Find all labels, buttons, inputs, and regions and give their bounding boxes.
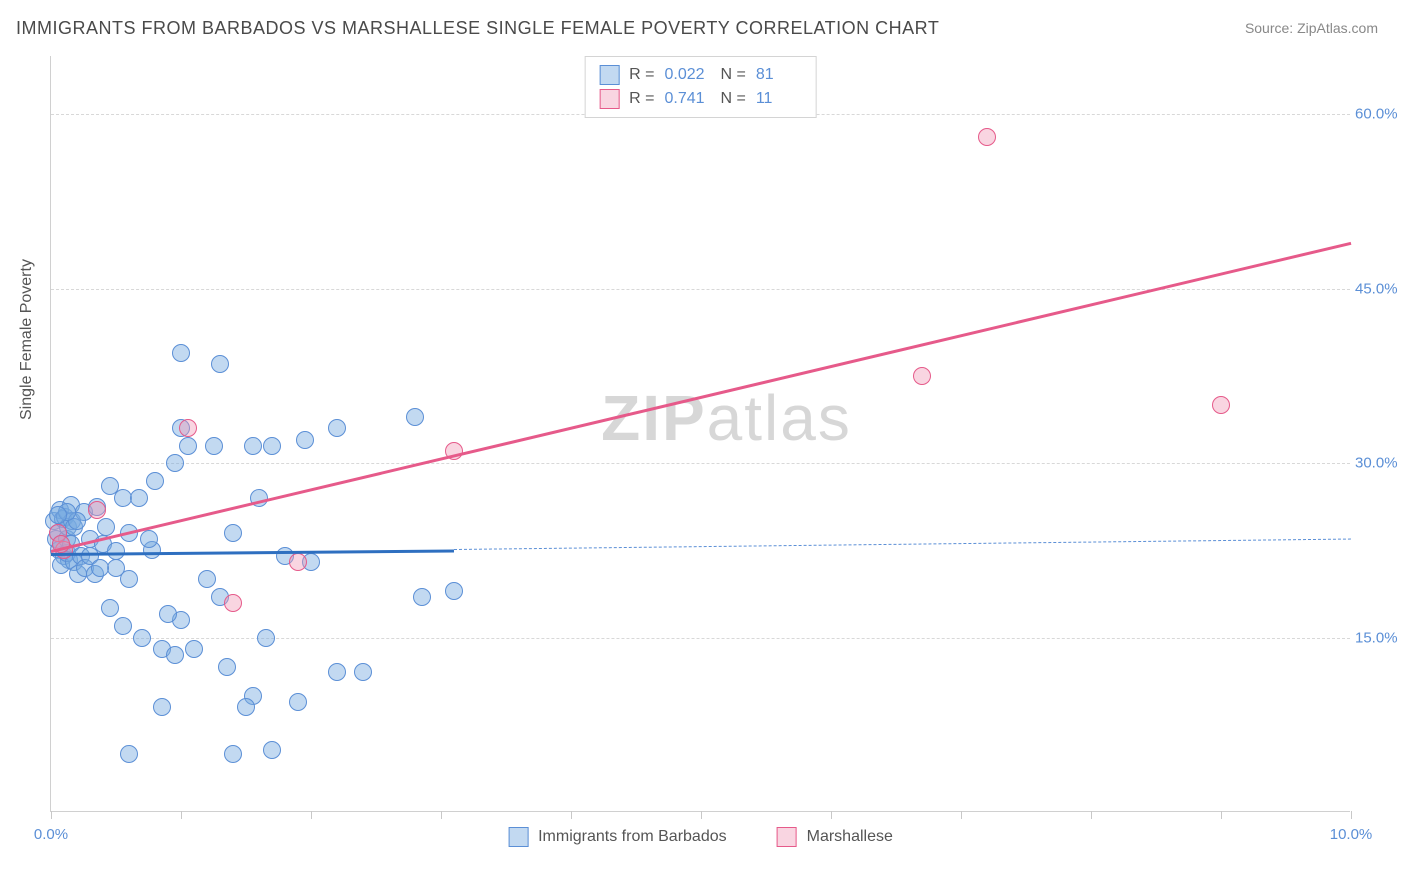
legend-swatch — [599, 65, 619, 85]
data-point-marshallese — [224, 594, 242, 612]
x-tick-mark — [1091, 811, 1092, 819]
data-point-marshallese — [88, 501, 106, 519]
data-point-barbados — [289, 693, 307, 711]
data-point-barbados — [91, 559, 109, 577]
data-point-barbados — [328, 663, 346, 681]
r-value: 0.022 — [665, 66, 711, 84]
x-tick-label: 10.0% — [1330, 826, 1373, 843]
data-point-barbados — [218, 658, 236, 676]
data-point-barbados — [296, 431, 314, 449]
x-tick-mark — [1221, 811, 1222, 819]
correlation-legend-box: R = 0.022 N = 81 R = 0.741 N = 11 — [584, 56, 817, 118]
scatter-plot-area: R =0.022N =81R =0.741N =11 ZIPatlas Immi… — [50, 56, 1350, 812]
x-tick-mark — [181, 811, 182, 819]
data-point-barbados — [166, 646, 184, 664]
legend-label: Immigrants from Barbados — [538, 828, 727, 846]
legend-swatch — [777, 827, 797, 847]
data-point-barbados — [97, 518, 115, 536]
chart-title: IMMIGRANTS FROM BARBADOS VS MARSHALLESE … — [16, 18, 939, 39]
data-point-barbados — [133, 629, 151, 647]
data-point-barbados — [205, 437, 223, 455]
data-point-barbados — [120, 745, 138, 763]
data-point-barbados — [101, 477, 119, 495]
watermark-text: ZIPatlas — [601, 381, 852, 455]
source-label: Source: — [1245, 20, 1293, 36]
data-point-barbados — [224, 745, 242, 763]
data-point-barbados — [130, 489, 148, 507]
legend-label: Marshallese — [807, 828, 893, 846]
trend-line — [454, 539, 1351, 550]
legend-item-barbados: Immigrants from Barbados — [508, 827, 727, 847]
data-point-barbados — [445, 582, 463, 600]
source-attribution: Source: ZipAtlas.com — [1245, 20, 1378, 36]
data-point-barbados — [328, 419, 346, 437]
data-point-barbados — [257, 629, 275, 647]
n-label: N = — [721, 66, 746, 84]
x-tick-mark — [1351, 811, 1352, 819]
x-tick-mark — [51, 811, 52, 819]
data-point-barbados — [263, 741, 281, 759]
x-tick-mark — [831, 811, 832, 819]
legend-swatch — [508, 827, 528, 847]
y-tick-label: 30.0% — [1355, 455, 1406, 472]
y-tick-label: 60.0% — [1355, 106, 1406, 123]
data-point-barbados — [153, 698, 171, 716]
data-point-barbados — [406, 408, 424, 426]
data-point-marshallese — [1212, 396, 1230, 414]
y-tick-label: 45.0% — [1355, 280, 1406, 297]
data-point-barbados — [263, 437, 281, 455]
x-tick-mark — [701, 811, 702, 819]
data-point-barbados — [354, 663, 372, 681]
legend-row-marshallese: R = 0.741 N = 11 — [599, 87, 802, 111]
r-label: R = — [629, 90, 654, 108]
data-point-barbados — [140, 530, 158, 548]
legend-row-barbados: R = 0.022 N = 81 — [599, 63, 802, 87]
source-value: ZipAtlas.com — [1297, 20, 1378, 36]
r-label: R = — [629, 66, 654, 84]
x-tick-label: 0.0% — [34, 826, 68, 843]
data-point-marshallese — [978, 128, 996, 146]
data-point-barbados — [179, 437, 197, 455]
legend-item-marshallese: Marshallese — [777, 827, 893, 847]
series-legend: Immigrants from Barbados Marshallese — [508, 827, 893, 847]
data-point-barbados — [172, 344, 190, 362]
data-point-barbados — [159, 605, 177, 623]
y-axis-label: Single Female Poverty — [18, 259, 36, 420]
data-point-barbados — [211, 355, 229, 373]
n-value: 11 — [756, 90, 802, 108]
data-point-marshallese — [179, 419, 197, 437]
data-point-barbados — [198, 570, 216, 588]
data-point-barbados — [166, 454, 184, 472]
data-point-marshallese — [289, 553, 307, 571]
data-point-barbados — [120, 570, 138, 588]
x-tick-mark — [441, 811, 442, 819]
n-label: N = — [721, 90, 746, 108]
data-point-barbados — [49, 506, 67, 524]
legend-swatch — [599, 89, 619, 109]
data-point-barbados — [244, 437, 262, 455]
gridline — [51, 463, 1350, 464]
r-value: 0.741 — [665, 90, 711, 108]
x-tick-mark — [571, 811, 572, 819]
n-value: 81 — [756, 66, 802, 84]
x-tick-mark — [961, 811, 962, 819]
watermark-bold: ZIP — [601, 382, 707, 454]
data-point-barbados — [146, 472, 164, 490]
data-point-barbados — [224, 524, 242, 542]
data-point-barbados — [413, 588, 431, 606]
data-point-barbados — [101, 599, 119, 617]
data-point-barbados — [114, 617, 132, 635]
y-tick-label: 15.0% — [1355, 629, 1406, 646]
data-point-barbados — [185, 640, 203, 658]
watermark-rest: atlas — [707, 382, 852, 454]
data-point-barbados — [237, 698, 255, 716]
data-point-marshallese — [913, 367, 931, 385]
x-tick-mark — [311, 811, 312, 819]
gridline — [51, 638, 1350, 639]
